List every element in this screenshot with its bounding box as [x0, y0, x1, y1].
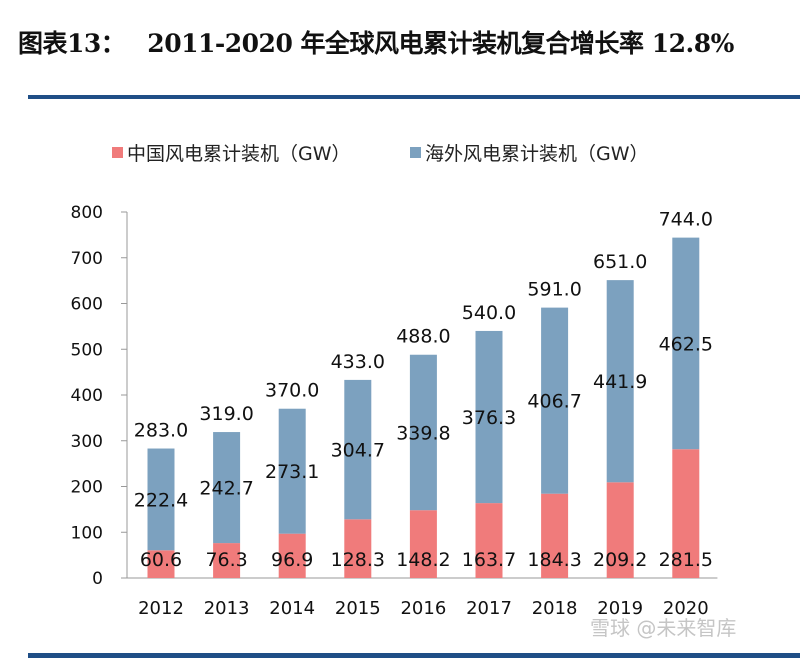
- y-tick-label: 200: [71, 478, 103, 498]
- x-tick-label: 2016: [400, 598, 446, 619]
- bar-overseas-2020: [672, 237, 700, 450]
- bar-overseas-2014: [278, 408, 306, 534]
- data-label-overseas: 242.7: [199, 478, 253, 500]
- data-label-china: 148.2: [396, 549, 450, 571]
- data-label-china: 96.9: [271, 549, 313, 571]
- bar-overseas-2017: [475, 330, 503, 504]
- total-label: 488.0: [396, 326, 450, 348]
- bar-overseas-2012: [147, 448, 175, 551]
- bar-china-2015: [344, 519, 372, 578]
- data-label-china: 184.3: [527, 549, 581, 571]
- y-tick-label: 500: [71, 340, 103, 360]
- y-tick-label: 600: [71, 295, 103, 315]
- bar-overseas-2019: [606, 280, 634, 483]
- legend-swatch: [410, 147, 421, 158]
- total-label: 651.0: [593, 251, 647, 273]
- title-text: 2011-2020 年全球风电累计装机复合增长率 12.8%: [147, 29, 734, 58]
- bar-china-2020: [672, 449, 700, 578]
- data-label-china: 281.5: [659, 549, 713, 571]
- bar-china-2013: [213, 543, 241, 578]
- bar-china-2017: [475, 503, 503, 578]
- total-label: 591.0: [527, 279, 581, 301]
- x-tick-label: 2019: [597, 598, 643, 619]
- bar-overseas-2015: [344, 379, 372, 520]
- x-tick-label: 2018: [532, 598, 578, 619]
- total-label: 744.0: [659, 209, 713, 231]
- total-label: 283.0: [134, 420, 188, 442]
- y-tick-label: 700: [71, 249, 103, 269]
- data-label-overseas: 339.8: [396, 422, 450, 444]
- bar-china-2014: [278, 533, 306, 578]
- top-divider: [28, 95, 800, 99]
- total-label: 540.0: [462, 302, 516, 324]
- total-label: 370.0: [265, 380, 319, 402]
- x-tick-label: 2012: [138, 598, 184, 619]
- data-label-overseas: 376.3: [462, 407, 516, 429]
- x-tick-label: 2017: [466, 598, 512, 619]
- bar-china-2012: [147, 550, 175, 578]
- bar-overseas-2016: [409, 354, 437, 511]
- bar-china-2018: [541, 493, 569, 578]
- bar-china-2019: [606, 482, 634, 578]
- watermark: 雪球 @未来智库: [590, 616, 737, 640]
- bar-overseas-2018: [541, 307, 569, 494]
- data-label-overseas: 273.1: [265, 461, 319, 483]
- x-tick-label: 2014: [269, 598, 315, 619]
- y-tick-label: 0: [92, 569, 103, 589]
- figure-number: 图表13：: [18, 29, 126, 58]
- data-label-overseas: 441.9: [593, 371, 647, 393]
- legend-label: 中国风电累计装机（GW）: [127, 143, 351, 165]
- legend-swatch: [112, 147, 123, 158]
- data-label-china: 209.2: [593, 549, 647, 571]
- data-label-china: 60.6: [140, 549, 182, 571]
- data-label-overseas: 406.7: [527, 391, 581, 413]
- total-label: 433.0: [331, 351, 385, 373]
- legend-label: 海外风电累计装机（GW）: [425, 143, 649, 165]
- x-tick-label: 2020: [663, 598, 709, 619]
- data-label-overseas: 222.4: [134, 489, 188, 511]
- bar-china-2016: [409, 510, 437, 578]
- bottom-divider: [28, 653, 800, 658]
- x-tick-label: 2013: [204, 598, 250, 619]
- data-label-overseas: 462.5: [659, 333, 713, 355]
- y-tick-label: 400: [71, 386, 103, 406]
- y-tick-label: 300: [71, 432, 103, 452]
- bar-overseas-2013: [213, 432, 241, 544]
- data-label-china: 76.3: [205, 549, 247, 571]
- y-tick-label: 800: [71, 203, 103, 223]
- data-label-overseas: 304.7: [331, 440, 385, 462]
- x-tick-label: 2015: [335, 598, 381, 619]
- data-label-china: 128.3: [331, 549, 385, 571]
- data-label-china: 163.7: [462, 549, 516, 571]
- chart-title: 图表13： 2011-2020 年全球风电累计装机复合增长率 12.8%: [18, 24, 734, 60]
- total-label: 319.0: [199, 403, 253, 425]
- y-tick-label: 100: [71, 523, 103, 543]
